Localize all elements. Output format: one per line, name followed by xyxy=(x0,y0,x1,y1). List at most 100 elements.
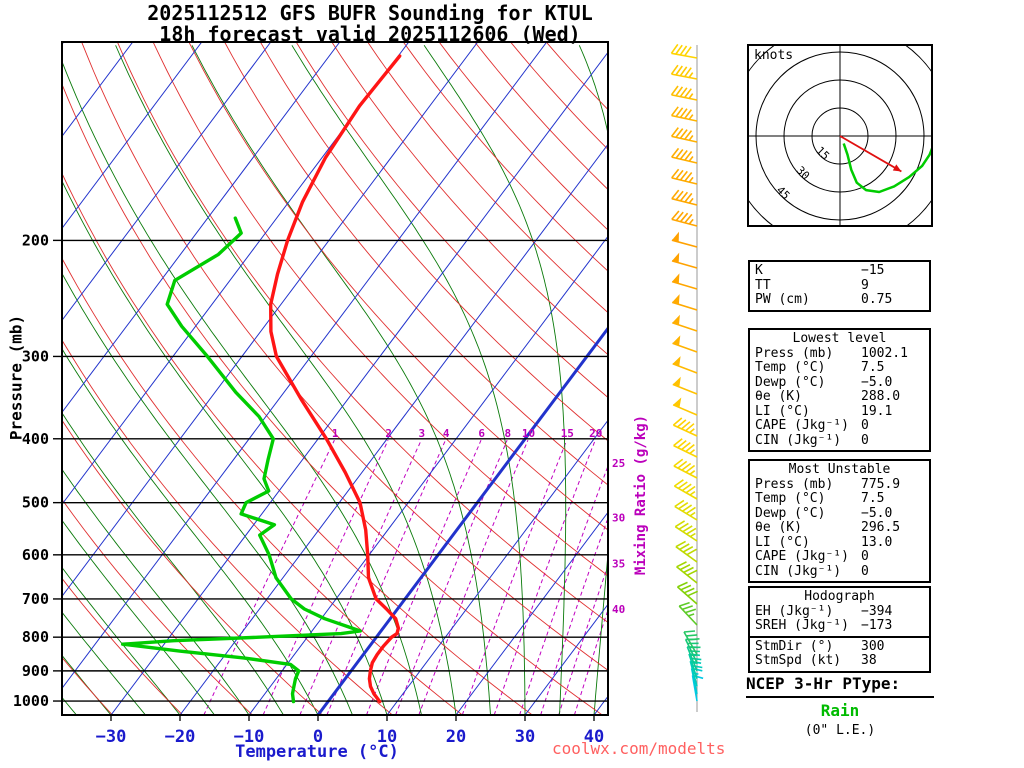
barb-pennant xyxy=(672,314,680,325)
stat-row: StmSpd (kt) 38 xyxy=(755,653,924,669)
barb-feather xyxy=(684,67,692,78)
pressure-tick-label: 700 xyxy=(22,590,49,608)
mixing-ratio-line xyxy=(395,440,508,715)
barb-feather xyxy=(688,638,700,641)
mixing-ratio-value-label: 6 xyxy=(478,427,485,440)
stat-label: Dewp (°C) xyxy=(755,374,826,390)
barb-feather xyxy=(684,88,692,98)
mixing-ratio-value-label: 8 xyxy=(504,427,511,440)
isotherm xyxy=(62,42,272,322)
barb-feather xyxy=(675,65,683,76)
barb-feather xyxy=(685,608,697,614)
barb-feather xyxy=(684,192,693,203)
stat-value: 7.5 xyxy=(861,360,885,375)
stat-label: Temp (°C) xyxy=(755,360,826,375)
stat-row: CAPE (Jkg⁻¹) 0 xyxy=(755,418,924,434)
barb-half-feather xyxy=(688,156,694,162)
dry-adiabat xyxy=(62,339,393,715)
wind-barb xyxy=(671,94,698,101)
barb-feather xyxy=(670,43,679,54)
barb-feather xyxy=(680,584,692,591)
barb-feather xyxy=(685,506,696,515)
mixing-ratio-line xyxy=(418,440,529,715)
hodograph-border xyxy=(747,44,933,227)
temperature-profile xyxy=(269,54,402,704)
watermark-link[interactable]: coolwx.com/modelts xyxy=(552,739,726,758)
barb-feather xyxy=(675,190,684,201)
stat-label: CAPE (Jkg⁻¹) xyxy=(755,549,849,564)
page-title: 2025112512 GFS BUFR Sounding for KTUL xyxy=(147,1,593,25)
barb-pennant xyxy=(671,231,679,242)
isotherm xyxy=(248,235,608,715)
wind-barb xyxy=(671,73,698,80)
dry-adiabat xyxy=(224,42,608,486)
barb-half-feather xyxy=(688,613,695,617)
barb-feather xyxy=(686,527,697,535)
wind-barb xyxy=(683,631,698,655)
barb-feather xyxy=(675,107,684,118)
barb-feather xyxy=(673,458,684,467)
stat-row: θe (K) 288.0 xyxy=(755,389,924,405)
dry-adiabat xyxy=(81,42,608,671)
barb-feather xyxy=(678,522,689,530)
sounding-profiles xyxy=(120,54,402,704)
barb-feather xyxy=(679,563,691,571)
barb-feather xyxy=(679,66,688,77)
barb-feather xyxy=(681,605,693,611)
stat-label: CAPE (Jkg⁻¹) xyxy=(755,418,849,433)
moist-adiabat xyxy=(62,468,250,715)
stat-label: StmSpd (kt) xyxy=(755,653,842,668)
mixing-ratio-value-label: 40 xyxy=(612,603,625,616)
stat-value: 0 xyxy=(861,549,869,564)
isotherm xyxy=(62,42,341,414)
barb-feather xyxy=(677,481,688,490)
wind-barb xyxy=(673,424,698,437)
stat-value: 288.0 xyxy=(861,389,901,404)
stat-label: Press (mb) xyxy=(755,476,834,492)
divider xyxy=(750,635,929,638)
dry-adiabat xyxy=(117,42,608,624)
dry-adiabat xyxy=(62,577,183,715)
wind-barb xyxy=(676,586,698,605)
stat-value: 38 xyxy=(861,653,877,668)
mixing-ratio-axis-label: Mixing Ratio (g/kg) xyxy=(633,414,649,576)
mixing-ratio-value-label: 1 xyxy=(332,427,339,440)
stat-row: LI (°C) 19.1 xyxy=(755,403,924,420)
temperature-tick-label: 0 xyxy=(313,727,323,747)
temperature-axis-label: Temperature (°C) xyxy=(235,742,399,762)
wind-barb xyxy=(672,404,698,416)
stat-label: LI (°C) xyxy=(755,534,810,550)
barb-feather xyxy=(677,581,688,588)
stat-label: Temp (°C) xyxy=(755,491,826,506)
barb-feather xyxy=(675,540,686,548)
mixing-ratio-value-label: 20 xyxy=(589,427,602,440)
wind-barb xyxy=(675,546,698,563)
temperature-tick-label: −30 xyxy=(96,727,127,747)
barb-feather xyxy=(682,504,693,512)
barb-feather xyxy=(673,479,684,487)
mixing-ratio-value-label: 35 xyxy=(612,557,625,570)
dry-adiabat xyxy=(439,42,608,231)
dry-adiabat xyxy=(367,42,608,314)
panel-title: Hodograph xyxy=(804,589,875,604)
isotherm xyxy=(110,51,608,715)
stat-label: Dewp (°C) xyxy=(755,505,826,521)
stat-value: 13.0 xyxy=(861,534,893,550)
wind-barb xyxy=(690,668,698,694)
hodograph-ring xyxy=(783,79,897,193)
moist-adiabat xyxy=(62,347,319,715)
barb-feather xyxy=(670,85,679,96)
barb-pennant xyxy=(672,335,681,346)
stat-value: 19.1 xyxy=(861,403,893,419)
barb-feather xyxy=(679,45,688,56)
stat-value: −173 xyxy=(861,618,893,633)
stat-label: EH (Jkg⁻¹) xyxy=(755,603,834,619)
barb-half-feather xyxy=(689,428,695,434)
barb-feather xyxy=(671,210,680,220)
stat-row: LI (°C) 13.0 xyxy=(755,534,924,551)
barb-feather xyxy=(671,147,680,158)
barb-pennant xyxy=(672,294,680,305)
stat-label: TT xyxy=(755,277,771,293)
dewpoint-profile xyxy=(120,216,362,704)
skewt-background-lines xyxy=(62,42,608,715)
